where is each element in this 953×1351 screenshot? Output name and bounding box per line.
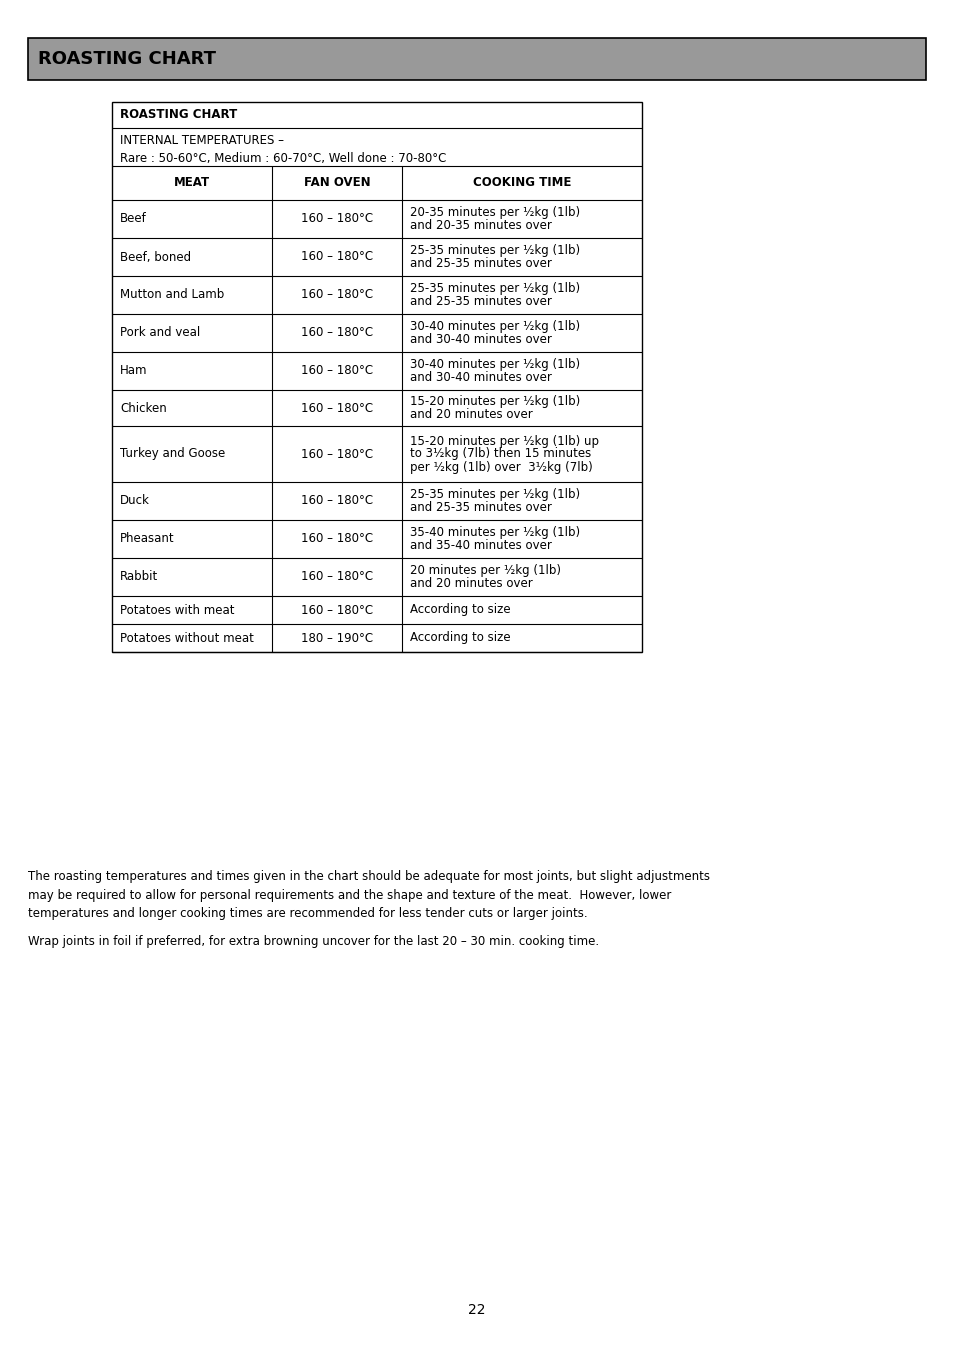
Text: and 30-40 minutes over: and 30-40 minutes over bbox=[410, 372, 551, 384]
Text: INTERNAL TEMPERATURES –
Rare : 50-60°C, Medium : 60-70°C, Well done : 70-80°C: INTERNAL TEMPERATURES – Rare : 50-60°C, … bbox=[120, 134, 446, 165]
Text: and 20 minutes over: and 20 minutes over bbox=[410, 577, 532, 590]
Text: According to size: According to size bbox=[410, 631, 510, 644]
Text: and 25-35 minutes over: and 25-35 minutes over bbox=[410, 501, 551, 513]
Text: to 3½kg (7lb) then 15 minutes: to 3½kg (7lb) then 15 minutes bbox=[410, 447, 591, 461]
Text: Ham: Ham bbox=[120, 365, 148, 377]
Text: 20 minutes per ½kg (1lb): 20 minutes per ½kg (1lb) bbox=[410, 563, 560, 577]
Text: The roasting temperatures and times given in the chart should be adequate for mo: The roasting temperatures and times give… bbox=[28, 870, 709, 920]
Text: and 20-35 minutes over: and 20-35 minutes over bbox=[410, 219, 551, 232]
Text: 15-20 minutes per ½kg (1lb) up: 15-20 minutes per ½kg (1lb) up bbox=[410, 435, 598, 447]
Text: Pheasant: Pheasant bbox=[120, 532, 174, 546]
Text: and 25-35 minutes over: and 25-35 minutes over bbox=[410, 295, 551, 308]
Text: 180 – 190°C: 180 – 190°C bbox=[300, 631, 373, 644]
Text: Rabbit: Rabbit bbox=[120, 570, 158, 584]
Text: Beef, boned: Beef, boned bbox=[120, 250, 191, 263]
Bar bbox=[28, 38, 925, 80]
Text: 15-20 minutes per ½kg (1lb): 15-20 minutes per ½kg (1lb) bbox=[410, 394, 579, 408]
Text: Wrap joints in foil if preferred, for extra browning uncover for the last 20 – 3: Wrap joints in foil if preferred, for ex… bbox=[28, 935, 598, 948]
Text: and 30-40 minutes over: and 30-40 minutes over bbox=[410, 332, 551, 346]
Text: 160 – 180°C: 160 – 180°C bbox=[300, 570, 373, 584]
Text: COOKING TIME: COOKING TIME bbox=[473, 177, 571, 189]
Text: 160 – 180°C: 160 – 180°C bbox=[300, 532, 373, 546]
Text: Mutton and Lamb: Mutton and Lamb bbox=[120, 289, 224, 301]
Bar bbox=[28, 38, 925, 80]
Text: 22: 22 bbox=[468, 1302, 485, 1317]
Text: Duck: Duck bbox=[120, 494, 150, 508]
Text: Potatoes without meat: Potatoes without meat bbox=[120, 631, 253, 644]
Text: ROASTING CHART: ROASTING CHART bbox=[120, 108, 237, 122]
Text: Beef: Beef bbox=[120, 212, 147, 226]
Text: 160 – 180°C: 160 – 180°C bbox=[300, 401, 373, 415]
Text: 160 – 180°C: 160 – 180°C bbox=[300, 250, 373, 263]
Text: 160 – 180°C: 160 – 180°C bbox=[300, 447, 373, 461]
Text: 160 – 180°C: 160 – 180°C bbox=[300, 212, 373, 226]
Text: ROASTING CHART: ROASTING CHART bbox=[38, 50, 215, 68]
Text: Potatoes with meat: Potatoes with meat bbox=[120, 604, 234, 616]
Text: 160 – 180°C: 160 – 180°C bbox=[300, 327, 373, 339]
Text: 30-40 minutes per ½kg (1lb): 30-40 minutes per ½kg (1lb) bbox=[410, 320, 579, 332]
Text: 160 – 180°C: 160 – 180°C bbox=[300, 604, 373, 616]
Text: 25-35 minutes per ½kg (1lb): 25-35 minutes per ½kg (1lb) bbox=[410, 245, 579, 257]
Text: According to size: According to size bbox=[410, 604, 510, 616]
Text: 25-35 minutes per ½kg (1lb): 25-35 minutes per ½kg (1lb) bbox=[410, 488, 579, 501]
Text: 160 – 180°C: 160 – 180°C bbox=[300, 289, 373, 301]
Text: FAN OVEN: FAN OVEN bbox=[303, 177, 370, 189]
Text: Pork and veal: Pork and veal bbox=[120, 327, 200, 339]
Text: MEAT: MEAT bbox=[173, 177, 210, 189]
Text: 35-40 minutes per ½kg (1lb): 35-40 minutes per ½kg (1lb) bbox=[410, 526, 579, 539]
Text: per ½kg (1lb) over  3½kg (7lb): per ½kg (1lb) over 3½kg (7lb) bbox=[410, 461, 592, 473]
Text: and 20 minutes over: and 20 minutes over bbox=[410, 408, 532, 422]
Text: and 25-35 minutes over: and 25-35 minutes over bbox=[410, 257, 551, 270]
Text: Turkey and Goose: Turkey and Goose bbox=[120, 447, 225, 461]
Text: 160 – 180°C: 160 – 180°C bbox=[300, 365, 373, 377]
Text: and 35-40 minutes over: and 35-40 minutes over bbox=[410, 539, 551, 553]
Text: Chicken: Chicken bbox=[120, 401, 167, 415]
Text: 160 – 180°C: 160 – 180°C bbox=[300, 494, 373, 508]
Text: 30-40 minutes per ½kg (1lb): 30-40 minutes per ½kg (1lb) bbox=[410, 358, 579, 372]
Text: 25-35 minutes per ½kg (1lb): 25-35 minutes per ½kg (1lb) bbox=[410, 282, 579, 295]
Bar bbox=[112, 101, 641, 653]
Text: 20-35 minutes per ½kg (1lb): 20-35 minutes per ½kg (1lb) bbox=[410, 205, 579, 219]
